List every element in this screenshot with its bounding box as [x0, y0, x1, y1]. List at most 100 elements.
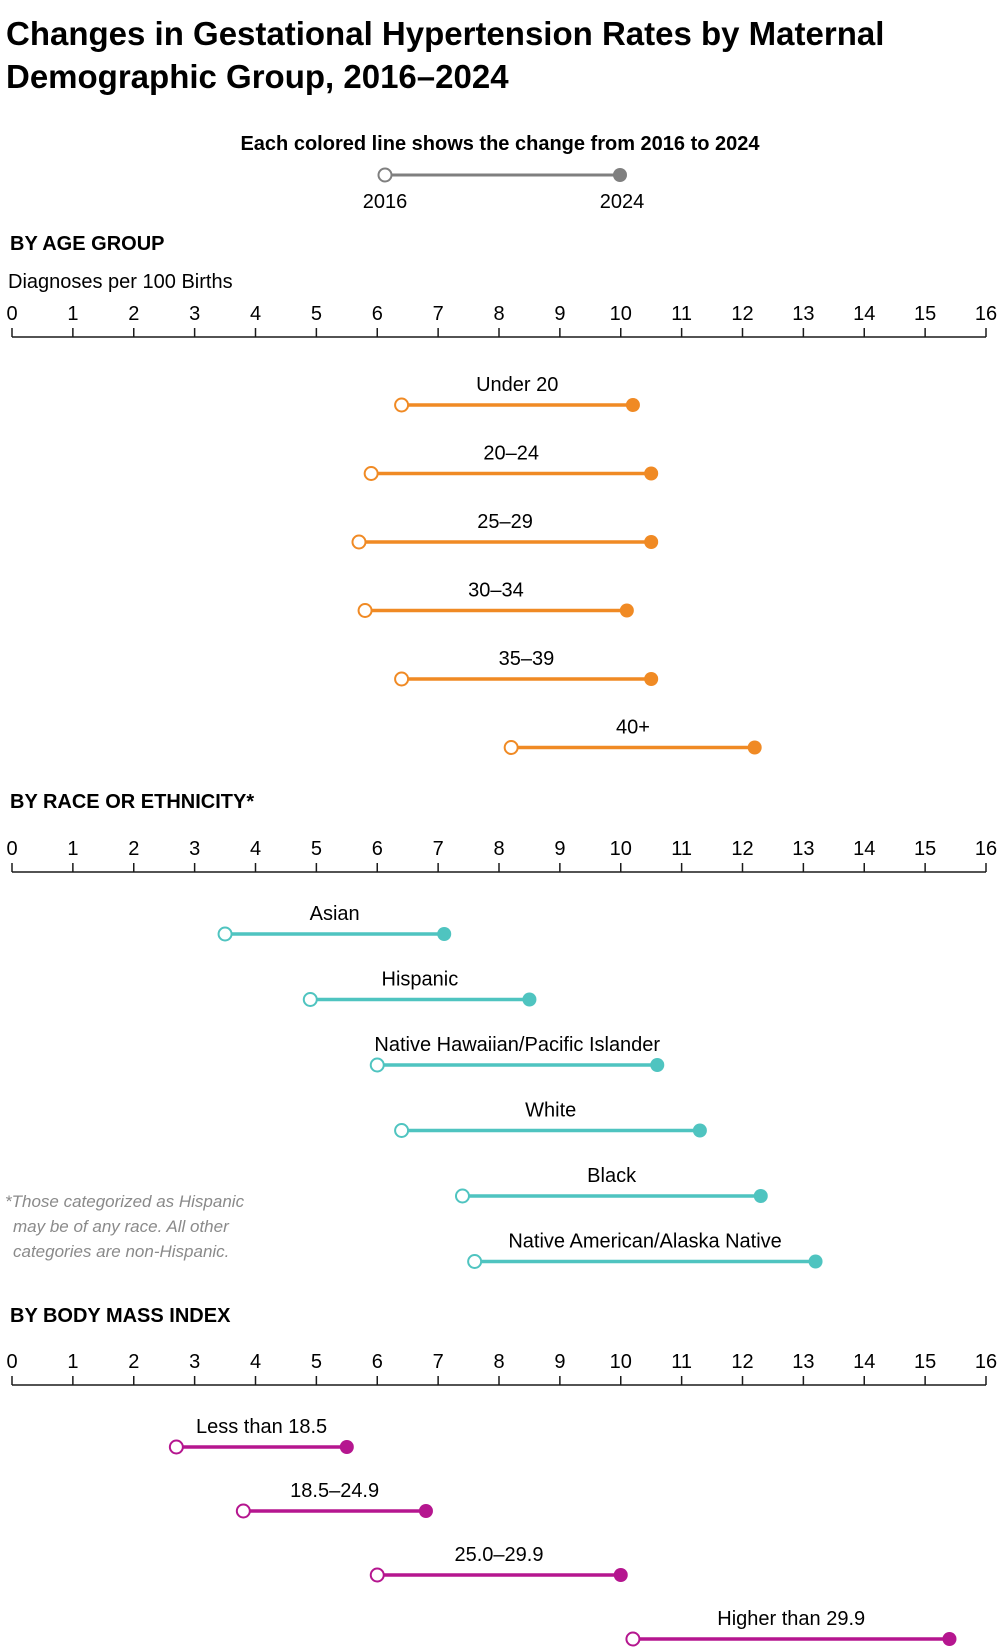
end-dot-0-5 [747, 740, 762, 755]
x-tick-label-0-4: 4 [250, 303, 261, 325]
legend-end-dot [613, 168, 627, 182]
x-tick-label-1-5: 5 [311, 838, 322, 860]
x-tick-label-0-3: 3 [189, 303, 200, 325]
category-label-1-5: Native American/Alaska Native [508, 1231, 781, 1253]
x-tick-label-1-2: 2 [128, 838, 139, 860]
end-dot-1-4 [753, 1189, 768, 1203]
start-dot-1-2 [369, 1057, 385, 1073]
category-label-0-0: Under 20 [476, 374, 558, 396]
x-tick-label-2-11: 11 [671, 1351, 692, 1373]
start-dot-0-2 [351, 534, 367, 550]
x-axis-label: Diagnoses per 100 Births [8, 271, 233, 293]
footnote-line-2: may be of any race. All other [13, 1217, 230, 1236]
category-label-0-4: 35–39 [499, 648, 555, 670]
x-tick-label-0-6: 6 [372, 303, 383, 325]
x-tick-label-0-10: 10 [610, 303, 632, 325]
x-tick-label-2-3: 3 [189, 1351, 200, 1373]
x-tick-label-2-16: 16 [975, 1351, 997, 1373]
x-tick-label-1-8: 8 [493, 838, 504, 860]
start-dot-1-0 [217, 926, 233, 942]
x-tick-label-1-9: 9 [554, 838, 565, 860]
start-dot-1-1 [302, 992, 318, 1007]
start-dot-2-2 [369, 1567, 385, 1583]
category-label-2-2: 25.0–29.9 [455, 1544, 544, 1566]
x-tick-label-1-11: 11 [671, 838, 692, 860]
start-dot-0-1 [363, 466, 379, 481]
x-tick-label-1-16: 16 [975, 838, 997, 860]
x-tick-label-2-9: 9 [554, 1351, 565, 1373]
x-tick-label-0-9: 9 [554, 303, 565, 325]
chart-title-line-1: Changes in Gestational Hypertension Rate… [6, 15, 884, 52]
category-label-1-1: Hispanic [382, 969, 459, 991]
footnote: *Those categorized as Hispanic may be of… [5, 1192, 245, 1261]
x-tick-label-0-11: 11 [671, 303, 692, 325]
x-tick-label-0-0: 0 [6, 303, 17, 325]
end-dot-0-2 [644, 535, 659, 549]
end-dot-0-4 [644, 672, 659, 686]
x-tick-label-2-8: 8 [493, 1351, 504, 1373]
x-tick-label-1-7: 7 [433, 838, 444, 860]
section-title-age: BY AGE GROUP [10, 233, 164, 255]
x-tick-label-1-1: 1 [67, 838, 78, 860]
end-dot-1-5 [808, 1254, 823, 1269]
x-tick-label-0-7: 7 [433, 303, 444, 325]
category-label-1-2: Native Hawaiian/Pacific Islander [374, 1034, 660, 1056]
end-dot-1-1 [522, 992, 537, 1007]
x-tick-label-1-4: 4 [250, 838, 261, 860]
x-tick-label-1-12: 12 [731, 838, 753, 860]
category-label-1-0: Asian [310, 903, 360, 925]
category-label-1-4: Black [587, 1165, 637, 1187]
x-tick-label-2-0: 0 [6, 1351, 17, 1373]
category-label-0-2: 25–29 [477, 511, 533, 533]
x-tick-label-2-4: 4 [250, 1351, 261, 1373]
start-dot-2-3 [625, 1631, 641, 1647]
x-tick-label-0-14: 14 [853, 303, 875, 325]
end-dot-2-0 [339, 1440, 354, 1454]
x-tick-label-0-8: 8 [493, 303, 504, 325]
x-tick-label-1-15: 15 [914, 838, 936, 860]
x-tick-label-0-16: 16 [975, 303, 997, 325]
x-tick-label-0-2: 2 [128, 303, 139, 325]
x-tick-label-0-15: 15 [914, 303, 936, 325]
x-tick-label-2-12: 12 [731, 1351, 753, 1373]
category-label-2-3: Higher than 29.9 [717, 1608, 865, 1630]
x-tick-label-0-5: 5 [311, 303, 322, 325]
start-dot-0-3 [357, 603, 373, 618]
footnote-line-3: categories are non-Hispanic. [13, 1242, 229, 1261]
x-tick-label-2-2: 2 [128, 1351, 139, 1373]
x-tick-label-1-13: 13 [792, 838, 814, 860]
x-tick-label-1-0: 0 [6, 838, 17, 860]
end-dot-0-1 [644, 466, 659, 481]
section-title-race: BY RACE OR ETHNICITY* [10, 791, 254, 813]
category-label-2-1: 18.5–24.9 [290, 1480, 379, 1502]
legend-start-label: 2016 [363, 191, 408, 213]
start-dot-2-1 [235, 1503, 251, 1519]
x-tick-label-2-5: 5 [311, 1351, 322, 1373]
legend: Each colored line shows the change from … [240, 133, 760, 213]
x-tick-label-2-7: 7 [433, 1351, 444, 1373]
legend-start-dot [377, 167, 393, 183]
x-tick-label-1-6: 6 [372, 838, 383, 860]
x-tick-label-0-1: 1 [67, 303, 78, 325]
category-label-0-3: 30–34 [468, 580, 524, 602]
end-dot-0-0 [625, 398, 640, 412]
end-dot-1-3 [692, 1123, 707, 1138]
x-tick-label-2-13: 13 [792, 1351, 814, 1373]
x-tick-label-1-14: 14 [853, 838, 875, 860]
end-dot-2-1 [418, 1504, 433, 1518]
x-tick-label-2-6: 6 [372, 1351, 383, 1373]
start-dot-0-5 [503, 740, 519, 755]
x-tick-label-2-14: 14 [853, 1351, 875, 1373]
footnote-line-1: *Those categorized as Hispanic [5, 1192, 245, 1211]
legend-title: Each colored line shows the change from … [240, 133, 760, 155]
start-dot-2-0 [168, 1439, 184, 1455]
start-dot-1-5 [467, 1254, 483, 1269]
x-tick-label-0-12: 12 [731, 303, 753, 325]
start-dot-1-3 [394, 1123, 410, 1138]
x-tick-label-0-13: 13 [792, 303, 814, 325]
category-label-0-1: 20–24 [483, 443, 539, 465]
x-tick-label-2-10: 10 [610, 1351, 632, 1373]
end-dot-2-3 [942, 1632, 957, 1646]
legend-end-label: 2024 [600, 191, 645, 213]
